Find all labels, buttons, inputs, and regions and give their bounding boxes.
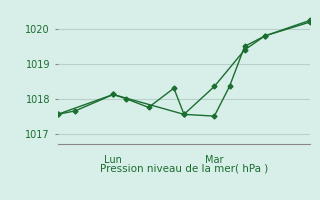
Text: Mar: Mar (205, 155, 224, 165)
X-axis label: Pression niveau de la mer( hPa ): Pression niveau de la mer( hPa ) (100, 163, 268, 173)
Text: Lun: Lun (104, 155, 122, 165)
